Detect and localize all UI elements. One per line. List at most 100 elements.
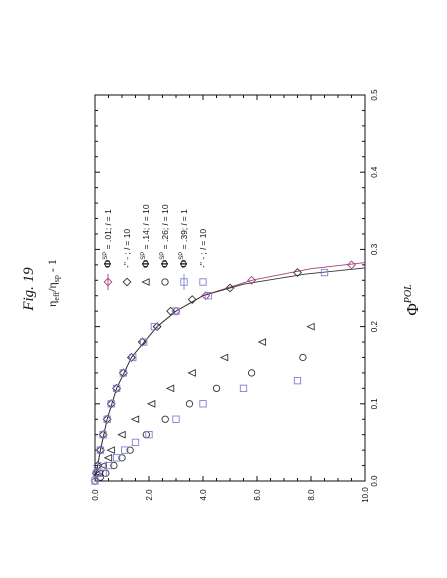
series-4-point	[185, 400, 194, 408]
y-axis-title: ηeff/ηsp - 1	[45, 259, 61, 307]
series-5-point	[139, 338, 148, 346]
series-4-point	[126, 446, 134, 454]
series-4-point	[96, 473, 105, 481]
series-5-point	[107, 400, 115, 408]
axis-ticks	[94, 94, 366, 482]
fit-curves	[94, 262, 366, 482]
series-2-point	[137, 337, 147, 347]
series-1-point	[201, 291, 211, 301]
series-5-point	[129, 353, 137, 362]
series-1-point	[118, 368, 128, 378]
y-tick-label: 10.0	[361, 487, 370, 503]
y-tick-label: 6.0	[253, 489, 262, 501]
series-2-point	[95, 445, 105, 455]
series-6-point	[145, 431, 153, 439]
series-3-point	[306, 322, 315, 331]
legend-entry-2: -" - ; l = 10	[122, 229, 132, 268]
series-6-point	[121, 446, 129, 454]
series-3-point	[165, 384, 175, 393]
y-axis-title-tail: - 1	[45, 259, 59, 275]
series-2-point	[225, 283, 235, 293]
legend-marker	[180, 278, 188, 286]
legend-marker	[103, 277, 113, 287]
x-axis-title: ΦPOL	[403, 284, 422, 316]
series-5-point	[320, 268, 329, 277]
series-6-point	[239, 384, 248, 393]
series-6-point	[112, 454, 121, 462]
data-markers	[90, 260, 356, 486]
y-tick-label: 8.0	[307, 489, 316, 501]
x-tick-label: 0.4	[370, 166, 379, 178]
legend-entry-3: ΦSP = .14; l = 10	[141, 204, 152, 268]
series-2-point	[187, 295, 197, 305]
series-6-point	[104, 461, 113, 470]
series-4-point	[299, 353, 307, 362]
series-5-point	[103, 415, 111, 423]
series-6-point	[131, 438, 140, 447]
series-1-point	[347, 260, 356, 270]
series-5-point	[94, 461, 102, 470]
fit-curve-1	[94, 262, 366, 482]
series-3-point	[130, 415, 140, 424]
series-2-point	[102, 414, 112, 424]
legend-marker	[199, 278, 207, 286]
series-3-point	[257, 338, 267, 346]
series-2-point	[98, 430, 108, 440]
series-3-point	[106, 446, 115, 455]
series-4-point	[142, 431, 150, 439]
series-4-point	[161, 415, 169, 423]
fit-curve-2	[94, 267, 366, 482]
series-2-point	[118, 368, 128, 378]
y-axis-title-sub2: sp	[52, 275, 61, 282]
legend-marker	[141, 278, 150, 286]
x-tick-label: 0.2	[370, 320, 379, 332]
y-axis-title-eta: η	[45, 301, 59, 307]
series-2-point	[93, 461, 103, 470]
series-6-point	[172, 415, 180, 423]
y-tick-label: 4.0	[199, 489, 208, 501]
figure-caption: Fig. 19	[21, 267, 37, 312]
legend-marker	[161, 278, 169, 286]
series-3-point	[187, 369, 196, 377]
series-6-point	[99, 469, 107, 477]
x-tick-label: 0.1	[370, 398, 379, 410]
series-5-point	[112, 384, 121, 393]
series-4-point	[110, 461, 118, 470]
series-2-point	[106, 399, 116, 409]
axis-tick-labels: 0.0 0.1 0.2 0.3 0.4 0.5 0.0 2.0 4.0 6.0 8.0 10.0	[91, 89, 379, 503]
series-3-point	[98, 461, 107, 470]
series-5-point	[172, 307, 180, 315]
series-5-point	[204, 292, 213, 300]
series-4-point	[212, 384, 221, 393]
x-axis-title-main: Φ	[403, 303, 422, 315]
legend-entry-6: -" - ; l = 10	[198, 229, 208, 268]
series-3-point	[103, 453, 113, 462]
series-4-point	[102, 469, 110, 477]
series-3-point	[117, 430, 126, 439]
series-6-point	[293, 376, 302, 385]
y-tick-label: 2.0	[145, 489, 154, 501]
series-1-point	[90, 476, 100, 486]
x-tick-label: 0.0	[370, 475, 379, 487]
legend-entry-5: ΦSP = .39; l = 1	[179, 209, 190, 268]
series-2-point	[293, 268, 302, 277]
series-3-point	[219, 353, 229, 362]
legend-entry-1: ΦSP = .01; l = 1	[103, 209, 114, 268]
series-3-point	[146, 399, 156, 408]
series-2-point	[112, 383, 122, 393]
series-4-point	[118, 454, 126, 462]
series-5-point	[119, 369, 128, 377]
series-5-point	[99, 431, 107, 439]
legend-marker	[122, 277, 132, 287]
legend: ΦSP = .01; l = 1 -" - ; l = 10 ΦSP = .14; …	[103, 204, 208, 290]
x-tick-label: 0.3	[370, 243, 379, 255]
y-axis-title-sub: eff	[52, 292, 61, 301]
x-axis-title-sup: POL	[403, 284, 414, 304]
series-5-point	[150, 322, 159, 331]
y-tick-label: 0.0	[91, 489, 100, 501]
series-4-point	[247, 369, 256, 377]
x-tick-label: 0.5	[370, 89, 379, 101]
series-2-point	[127, 353, 136, 362]
legend-entry-4: ΦSP = .26; l = 10	[160, 204, 171, 268]
